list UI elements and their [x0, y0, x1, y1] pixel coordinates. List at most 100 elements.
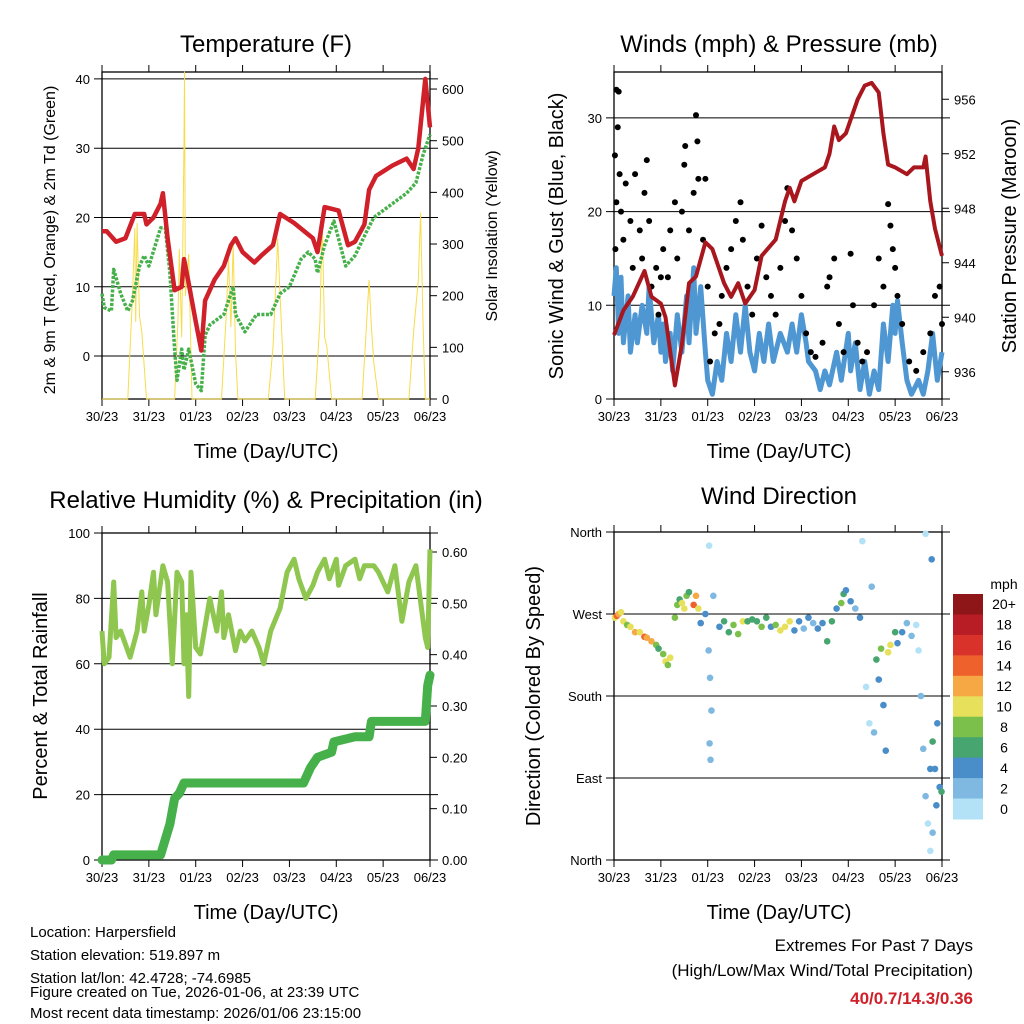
gust-point — [660, 246, 667, 253]
wind-direction-point — [706, 740, 713, 747]
gust-point — [613, 199, 620, 206]
colorbar-swatch — [953, 798, 983, 820]
precipitation-line — [97, 670, 435, 865]
wind-direction-point — [617, 608, 625, 616]
gust-point — [798, 292, 805, 299]
wind-direction-point — [678, 599, 686, 607]
wind-direction-point — [917, 692, 925, 700]
wdir-title: Wind Direction — [701, 483, 857, 510]
wind-direction-point — [648, 638, 655, 645]
x-tick-label: 02/23 — [226, 409, 259, 424]
wind-direction-point — [837, 599, 845, 607]
x-tick-label: 30/23 — [86, 870, 119, 885]
wind-direction-point — [814, 625, 822, 632]
dewpoint-line — [100, 133, 432, 393]
y-tick-label: 20 — [588, 205, 602, 220]
gust-point — [894, 292, 901, 299]
wind-direction-point — [873, 656, 880, 663]
wind-direction-point — [758, 623, 765, 631]
y-tick-label: 100 — [68, 526, 90, 541]
y-tick-label: 20 — [76, 210, 90, 225]
gust-point — [632, 171, 639, 178]
wind-direction-point — [931, 765, 939, 773]
x-tick-label: 03/23 — [273, 870, 306, 885]
gust-point — [871, 302, 878, 309]
gust-point — [936, 283, 943, 290]
colorbar-swatch — [953, 675, 983, 697]
gust-point — [892, 264, 899, 271]
extremes-legend: (High/Low/Max Wind/Total Precipitation) — [672, 961, 973, 980]
wind-direction-point — [762, 614, 770, 621]
colorbar-label: 2 — [1000, 780, 1008, 796]
colorbar-label: 6 — [1000, 739, 1008, 755]
wind-direction-point — [912, 621, 920, 629]
wind-direction-point — [655, 645, 662, 652]
winds-title: Winds (mph) & Pressure (mb) — [620, 31, 937, 58]
gust-point — [718, 292, 725, 299]
wind-direction-point — [697, 619, 704, 627]
winds-ylabel: Sonic Wind & Gust (Blue, Black) — [546, 93, 568, 380]
gust-point — [620, 236, 627, 243]
wind-direction-point — [933, 802, 940, 809]
footer-elevation: Station elevation: 519.897 m — [30, 947, 220, 964]
wind-direction-point — [929, 829, 936, 836]
wind-direction-point — [795, 617, 803, 625]
wind-direction-point — [929, 738, 936, 745]
wind-direction-point — [859, 537, 866, 545]
gust-point — [864, 349, 871, 356]
gust-point — [931, 292, 938, 299]
wind-direction-point — [666, 654, 674, 662]
wind-direction-point — [852, 605, 859, 612]
gust-point — [732, 217, 739, 224]
wind-direction-point — [739, 617, 747, 625]
gust-point — [646, 217, 653, 224]
wind-direction-point — [856, 614, 864, 621]
y-tick-label: 0 — [595, 392, 602, 407]
colorbar-swatch — [953, 655, 983, 677]
gust-point — [807, 349, 814, 356]
gust-point — [913, 367, 920, 374]
y-right-tick-label: 0.30 — [442, 699, 467, 714]
gust-point — [611, 152, 618, 159]
gust-point — [875, 255, 882, 262]
gust-point — [831, 255, 838, 262]
wind-direction-point — [847, 597, 854, 605]
gust-point — [749, 311, 756, 318]
x-tick-label: 31/23 — [645, 870, 678, 885]
sonic-wind-line — [611, 265, 945, 397]
wind-direction-point — [842, 587, 850, 594]
x-tick-label: 06/23 — [926, 409, 959, 424]
gust-point — [927, 330, 934, 337]
x-tick-label: 04/23 — [320, 870, 353, 885]
gust-point — [772, 311, 779, 318]
y-right-tick-label: 952 — [954, 147, 976, 162]
gust-point — [615, 88, 622, 95]
gust-point — [758, 222, 765, 229]
gust-point — [629, 264, 636, 271]
wind-direction-point — [631, 628, 639, 636]
y-tick-label: North — [570, 853, 602, 868]
wind-direction-point — [833, 605, 840, 612]
wind-direction-point — [862, 683, 870, 691]
gust-point — [849, 302, 856, 309]
colorbar-swatch — [953, 614, 983, 636]
temperature-line — [102, 76, 433, 353]
footer-location: Location: Harpersfield — [30, 924, 176, 941]
y-right-tick-label: 100 — [442, 340, 464, 355]
y-right-tick-label: 300 — [442, 237, 464, 252]
wind-direction-point — [870, 729, 878, 736]
x-tick-label: 06/23 — [926, 870, 959, 885]
wind-direction-point — [894, 639, 901, 647]
wind-direction-point — [725, 628, 733, 636]
gust-point — [707, 358, 714, 365]
wind-direction-point — [664, 661, 672, 669]
gust-point — [812, 353, 819, 360]
x-tick-label: 30/23 — [598, 870, 631, 885]
wind-direction-point — [924, 820, 932, 827]
wind-direction-point — [707, 756, 714, 764]
wind-direction-point — [915, 647, 922, 654]
y-tick-label: 0 — [83, 349, 90, 364]
gust-point — [653, 264, 660, 271]
wind-direction-point — [819, 619, 826, 627]
